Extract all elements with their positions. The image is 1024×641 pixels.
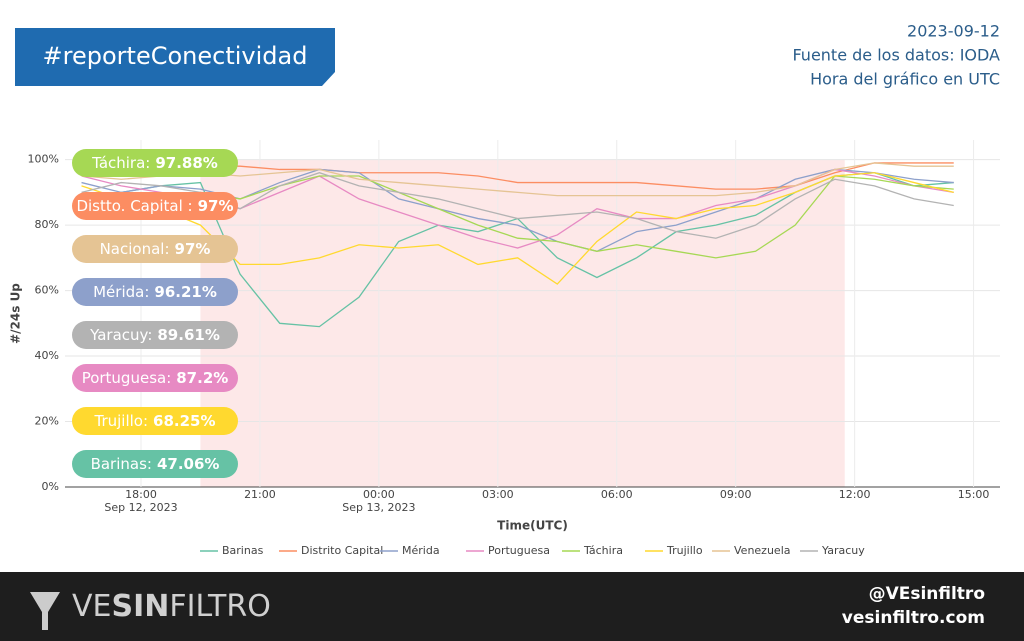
badge-value: 68.25%	[153, 412, 215, 430]
badge	[72, 192, 238, 220]
title-banner	[15, 28, 335, 86]
y-axis-label: #/24s Up	[9, 283, 23, 344]
y-tick-label: 40%	[35, 349, 59, 362]
x-tick-label: 21:00	[244, 488, 276, 501]
x-tick-label: 18:00	[125, 488, 157, 501]
timezone: Hora del gráfico en UTC	[810, 70, 1000, 89]
y-tick-label: 100%	[28, 153, 59, 166]
x-tick-date: Sep 13, 2023	[342, 501, 415, 514]
badge	[72, 450, 238, 478]
x-tick-date: Sep 12, 2023	[104, 501, 177, 514]
handle: @VEsinfiltro	[869, 584, 985, 604]
badge-value: 89.61%	[157, 326, 219, 344]
source: Fuente de los datos: IODA	[792, 46, 1000, 65]
badge	[72, 364, 238, 392]
badge-label: Táchira:	[91, 154, 150, 172]
legend-label: Mérida	[402, 544, 440, 557]
badge	[72, 149, 238, 177]
brand-c: FILTRO	[169, 589, 270, 624]
badges: Táchira: 97.88%Distto. Capital :97%Nacion…	[72, 149, 238, 478]
badge	[72, 321, 238, 349]
badge-label: Yaracuy:	[89, 326, 152, 344]
legend-label: Táchira	[583, 544, 623, 557]
badge-value: 97%	[175, 240, 211, 258]
badge-value: 87.2%	[176, 369, 228, 387]
badge-text: Portuguesa: 87.2%	[82, 369, 229, 387]
badge-label: Mérida:	[93, 283, 149, 301]
badge-label: Portuguesa:	[82, 369, 172, 387]
x-axis-label: Time(UTC)	[497, 519, 568, 533]
brand-b: SIN	[111, 589, 169, 624]
legend-label: Portuguesa	[488, 544, 550, 557]
site: vesinfiltro.com	[842, 608, 985, 628]
y-tick-label: 80%	[35, 218, 59, 231]
x-tick-label: 09:00	[720, 488, 752, 501]
badge-text: Nacional: 97%	[100, 240, 211, 258]
badge-text: Trujillo: 68.25%	[93, 412, 215, 430]
legend-label: Trujillo	[666, 544, 703, 557]
badge-label: Distto. Capital :	[76, 197, 192, 215]
legend-label: Barinas	[222, 544, 264, 557]
x-tick-label: 00:00	[363, 488, 395, 501]
logo-icon	[30, 592, 60, 630]
brand: VESINFILTRO	[72, 589, 271, 624]
title: #reporteConectividad	[43, 42, 308, 70]
badge	[72, 278, 238, 306]
highlight-region	[200, 159, 845, 487]
y-tick-label: 0%	[42, 480, 59, 493]
badge-label: Trujillo:	[93, 412, 148, 430]
brand-a: VE	[72, 589, 111, 624]
badge	[72, 235, 238, 263]
x-tick-label: 12:00	[839, 488, 871, 501]
badge-value: 96.21%	[154, 283, 216, 301]
footer-bar	[0, 572, 1024, 641]
date: 2023-09-12	[907, 22, 1000, 41]
badge-value: 47.06%	[157, 455, 219, 473]
badge-text: Mérida: 96.21%	[93, 283, 217, 301]
x-tick-label: 15:00	[958, 488, 990, 501]
badge	[72, 407, 238, 435]
legend-label: Distrito Capital	[301, 544, 383, 557]
badge-value: 97%	[198, 197, 234, 215]
y-tick-label: 20%	[35, 415, 59, 428]
badge-text: Distto. Capital : 97%	[76, 197, 233, 215]
badge-text: Táchira: 97.88%	[91, 154, 218, 172]
badge-text: Yaracuy: 89.61%	[89, 326, 220, 344]
x-tick-label: 03:00	[482, 488, 514, 501]
legend-label: Yaracuy	[821, 544, 865, 557]
legend-label: Venezuela	[734, 544, 791, 557]
y-tick-label: 60%	[35, 284, 59, 297]
badge-label: Nacional:	[100, 240, 170, 258]
badge-label: Barinas:	[91, 455, 152, 473]
badge-value: 97.88%	[155, 154, 217, 172]
x-tick-label: 06:00	[601, 488, 633, 501]
badge-text: Barinas: 47.06%	[91, 455, 220, 473]
